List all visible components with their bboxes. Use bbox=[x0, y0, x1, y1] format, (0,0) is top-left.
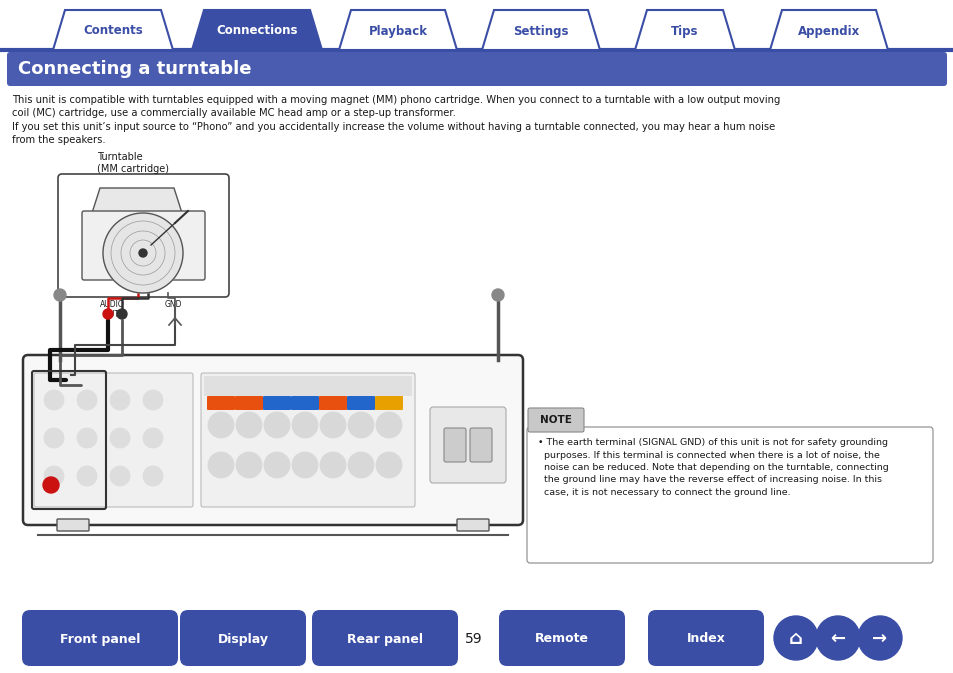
Text: Contents: Contents bbox=[83, 24, 143, 38]
Polygon shape bbox=[91, 188, 182, 213]
Text: →: → bbox=[872, 630, 886, 648]
FancyBboxPatch shape bbox=[263, 396, 291, 410]
FancyBboxPatch shape bbox=[456, 519, 489, 531]
Text: Playback: Playback bbox=[368, 24, 427, 38]
FancyBboxPatch shape bbox=[291, 396, 318, 410]
Text: Display: Display bbox=[217, 633, 268, 645]
FancyBboxPatch shape bbox=[347, 396, 375, 410]
Polygon shape bbox=[769, 10, 887, 50]
Text: Front panel: Front panel bbox=[60, 633, 140, 645]
Circle shape bbox=[103, 309, 112, 319]
FancyBboxPatch shape bbox=[375, 396, 402, 410]
Circle shape bbox=[208, 412, 233, 438]
Circle shape bbox=[54, 289, 66, 301]
Polygon shape bbox=[481, 10, 599, 50]
Polygon shape bbox=[192, 10, 322, 50]
Text: Settings: Settings bbox=[513, 24, 568, 38]
Text: If you set this unit’s input source to “Phono” and you accidentally increase the: If you set this unit’s input source to “… bbox=[12, 122, 775, 145]
Circle shape bbox=[235, 412, 262, 438]
Text: Rear panel: Rear panel bbox=[347, 633, 422, 645]
Circle shape bbox=[44, 428, 64, 448]
FancyBboxPatch shape bbox=[57, 519, 89, 531]
Circle shape bbox=[319, 452, 346, 478]
Circle shape bbox=[44, 466, 64, 486]
FancyBboxPatch shape bbox=[58, 174, 229, 297]
FancyBboxPatch shape bbox=[207, 396, 234, 410]
FancyBboxPatch shape bbox=[430, 407, 505, 483]
Text: Tips: Tips bbox=[671, 24, 698, 38]
Text: Index: Index bbox=[686, 633, 724, 645]
Circle shape bbox=[143, 390, 163, 410]
FancyBboxPatch shape bbox=[312, 610, 457, 666]
FancyBboxPatch shape bbox=[443, 428, 465, 462]
FancyBboxPatch shape bbox=[498, 610, 624, 666]
Circle shape bbox=[857, 616, 901, 660]
Circle shape bbox=[110, 390, 130, 410]
Circle shape bbox=[773, 616, 817, 660]
Text: GND: GND bbox=[164, 300, 182, 309]
Circle shape bbox=[492, 289, 503, 301]
FancyBboxPatch shape bbox=[470, 428, 492, 462]
Circle shape bbox=[139, 249, 147, 257]
Polygon shape bbox=[53, 10, 172, 50]
Text: Appendix: Appendix bbox=[797, 24, 860, 38]
Circle shape bbox=[103, 213, 183, 293]
Text: Connecting a turntable: Connecting a turntable bbox=[18, 61, 252, 79]
FancyBboxPatch shape bbox=[23, 355, 522, 525]
Circle shape bbox=[292, 412, 317, 438]
Text: AUDIO
OUT: AUDIO OUT bbox=[99, 300, 124, 320]
FancyBboxPatch shape bbox=[204, 376, 412, 396]
Circle shape bbox=[110, 466, 130, 486]
Text: 59: 59 bbox=[465, 632, 482, 646]
Polygon shape bbox=[338, 10, 456, 50]
FancyBboxPatch shape bbox=[526, 427, 932, 563]
Circle shape bbox=[143, 428, 163, 448]
Text: NOTE: NOTE bbox=[539, 415, 572, 425]
Circle shape bbox=[77, 390, 97, 410]
FancyBboxPatch shape bbox=[7, 52, 946, 86]
FancyBboxPatch shape bbox=[201, 373, 415, 507]
Text: Turntable
(MM cartridge): Turntable (MM cartridge) bbox=[97, 152, 169, 174]
Circle shape bbox=[264, 412, 290, 438]
Circle shape bbox=[44, 390, 64, 410]
Circle shape bbox=[143, 466, 163, 486]
Circle shape bbox=[235, 452, 262, 478]
Circle shape bbox=[375, 452, 401, 478]
Circle shape bbox=[43, 477, 59, 493]
FancyBboxPatch shape bbox=[22, 610, 178, 666]
FancyBboxPatch shape bbox=[527, 408, 583, 432]
Circle shape bbox=[77, 428, 97, 448]
FancyBboxPatch shape bbox=[234, 396, 263, 410]
Text: • The earth terminal (SIGNAL GND) of this unit is not for safety grounding
  pur: • The earth terminal (SIGNAL GND) of thi… bbox=[537, 438, 888, 497]
FancyBboxPatch shape bbox=[34, 373, 193, 507]
FancyBboxPatch shape bbox=[180, 610, 306, 666]
Circle shape bbox=[815, 616, 859, 660]
Circle shape bbox=[348, 452, 374, 478]
Circle shape bbox=[110, 428, 130, 448]
Text: Connections: Connections bbox=[216, 24, 297, 38]
Circle shape bbox=[292, 452, 317, 478]
FancyBboxPatch shape bbox=[647, 610, 763, 666]
FancyBboxPatch shape bbox=[318, 396, 347, 410]
Circle shape bbox=[117, 309, 127, 319]
Circle shape bbox=[348, 412, 374, 438]
Circle shape bbox=[208, 452, 233, 478]
Circle shape bbox=[264, 452, 290, 478]
Text: This unit is compatible with turntables equipped with a moving magnet (MM) phono: This unit is compatible with turntables … bbox=[12, 95, 780, 118]
Circle shape bbox=[77, 466, 97, 486]
Polygon shape bbox=[635, 10, 734, 50]
Circle shape bbox=[319, 412, 346, 438]
Text: ←: ← bbox=[829, 630, 844, 648]
FancyBboxPatch shape bbox=[82, 211, 205, 280]
Text: Remote: Remote bbox=[535, 633, 588, 645]
Text: ⌂: ⌂ bbox=[788, 629, 802, 649]
Circle shape bbox=[375, 412, 401, 438]
